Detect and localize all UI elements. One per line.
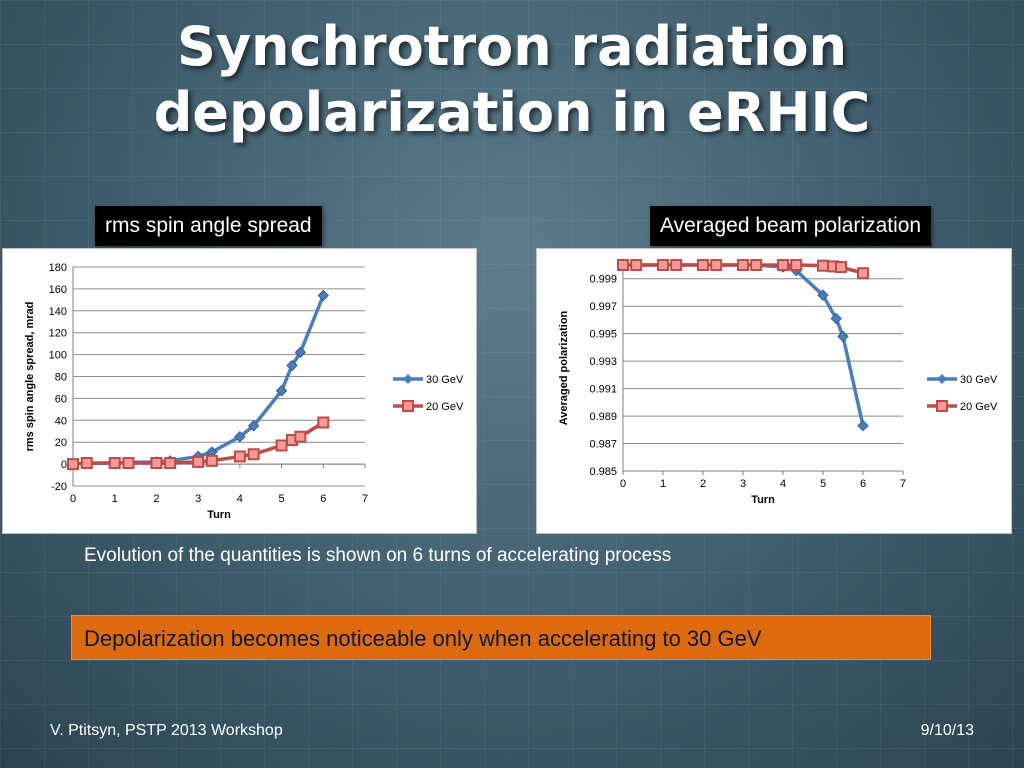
x-tick-label: 5 <box>820 478 826 490</box>
data-point <box>233 450 246 463</box>
data-point <box>777 259 789 271</box>
data-point <box>630 259 643 271</box>
x-tick-label: 4 <box>780 478 786 490</box>
y-tick-label: 0 <box>61 459 67 471</box>
y-tick-label: 60 <box>55 393 67 405</box>
x-tick-label: 3 <box>195 493 201 505</box>
series-line <box>623 263 865 427</box>
x-tick-label: 4 <box>237 493 243 505</box>
y-tick-label: 0.999 <box>589 274 617 286</box>
x-tick-label: 3 <box>740 478 746 490</box>
y-axis-title: rms spin angle spread, mrad <box>24 302 36 452</box>
y-tick-label: 0.993 <box>589 356 617 368</box>
x-tick-label: 2 <box>700 478 706 490</box>
data-point <box>108 457 121 470</box>
y-tick-label: 180 <box>49 262 67 274</box>
x-axis-title: Turn <box>207 509 231 521</box>
data-point <box>817 259 829 272</box>
caption-text: Evolution of the quantities is shown on … <box>84 545 672 566</box>
left-chart-panel: -20 0 20 40 60 80 100 120 140 160 180 0 1 2 3 4 5 6 7 Turn r… <box>2 248 477 534</box>
data-point <box>122 457 135 470</box>
data-point <box>317 289 329 302</box>
data-point <box>857 267 869 280</box>
data-point <box>835 261 847 274</box>
data-point <box>286 359 298 372</box>
footer-date: 9/10/13 <box>920 722 974 739</box>
data-point <box>697 259 709 271</box>
y-tick-label: 120 <box>49 328 67 340</box>
legend-marker <box>936 400 948 412</box>
data-point <box>192 455 205 468</box>
y-tick-label: -20 <box>51 481 67 493</box>
y-tick-label: 0.995 <box>589 329 617 341</box>
x-tick-label: 7 <box>362 493 368 505</box>
data-point <box>164 457 177 470</box>
y-tick-label: 0.989 <box>589 411 617 423</box>
right-chart-panel: 0.985 0.987 0.989 0.991 0.993 0.995 0.997 0.999… <box>536 248 1012 534</box>
x-tick-label: 1 <box>660 478 666 490</box>
slide-title-line2: depolarization in eRHIC <box>153 81 871 144</box>
x-tick-label: 5 <box>279 493 285 505</box>
legend-label: 20 GeV <box>960 401 998 413</box>
y-axis-title: Averaged polarization <box>558 310 570 425</box>
data-point <box>275 385 288 397</box>
data-point <box>294 430 307 443</box>
data-point <box>837 330 849 343</box>
data-point <box>657 259 669 271</box>
x-axis-title: Turn <box>751 494 775 506</box>
data-point <box>817 289 829 301</box>
data-point <box>617 259 629 271</box>
data-point <box>234 431 246 443</box>
x-tick-label: 2 <box>153 493 159 505</box>
data-point <box>857 419 869 432</box>
x-tick-label: 0 <box>620 478 626 490</box>
data-point <box>247 420 260 432</box>
data-point <box>150 457 163 470</box>
x-tick-label: 1 <box>112 493 118 505</box>
legend-marker <box>937 374 947 384</box>
series-line <box>72 294 325 466</box>
left-chart-label: rms spin angle spread <box>95 206 322 246</box>
legend-marker <box>402 400 414 412</box>
data-point <box>710 259 723 271</box>
y-tick-label: 0.985 <box>589 466 617 478</box>
y-tick-label: 100 <box>49 350 67 362</box>
footer-author: V. Ptitsyn, PSTP 2013 Workshop <box>50 722 283 739</box>
data-point <box>737 259 749 271</box>
y-tick-label: 140 <box>49 306 67 318</box>
y-tick-label: 0.991 <box>589 384 617 396</box>
data-point <box>247 448 260 461</box>
x-tick-label: 6 <box>320 493 326 505</box>
legend-label: 30 GeV <box>960 374 998 386</box>
right-chart-label: Averaged beam polarization <box>650 206 932 246</box>
legend-label: 30 GeV <box>426 374 464 386</box>
data-point <box>790 259 803 271</box>
x-tick-label: 7 <box>900 478 906 490</box>
y-tick-label: 40 <box>55 415 67 427</box>
slide-title-line1: Synchrotron radiation <box>176 15 848 78</box>
legend-marker <box>403 374 413 384</box>
data-point <box>67 458 79 471</box>
y-tick-label: 160 <box>49 284 67 296</box>
y-tick-label: 20 <box>55 437 67 449</box>
slide-title: Synchrotron radiation depolarization in … <box>0 14 1024 146</box>
data-point <box>205 454 218 467</box>
data-point <box>670 259 683 271</box>
y-tick-label: 80 <box>55 372 67 384</box>
data-point <box>317 416 330 429</box>
highlight-box: Depolarization becomes noticeable only w… <box>71 615 931 660</box>
data-point <box>80 457 93 470</box>
data-point <box>830 312 842 325</box>
y-tick-label: 0.987 <box>589 439 617 451</box>
data-point <box>294 346 307 359</box>
x-tick-label: 6 <box>860 478 866 490</box>
data-point <box>275 439 288 452</box>
polarization-chart: 0.985 0.987 0.989 0.991 0.993 0.995 0.997 0.999… <box>558 259 998 506</box>
data-point <box>750 259 763 271</box>
x-tick-label: 0 <box>70 493 76 505</box>
y-tick-label: 0.997 <box>589 301 617 313</box>
legend-label: 20 GeV <box>426 401 464 413</box>
